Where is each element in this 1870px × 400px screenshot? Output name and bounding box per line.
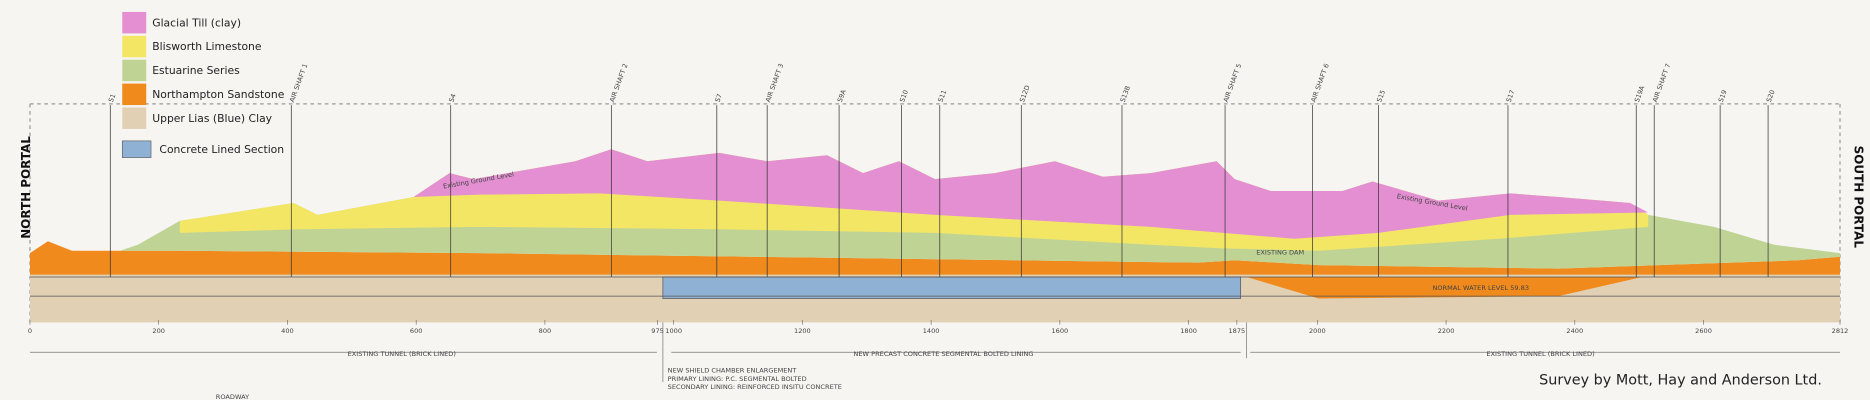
sandstone-wedge [1246,277,1643,299]
chainage-label: 1800 [1180,327,1197,335]
shaft-label: S4 [447,93,457,104]
shaft-label: S7 [714,93,724,104]
legend-label: Glacial Till (clay) [152,16,241,29]
legend-swatch [122,59,147,82]
shaft-label: S10 [898,89,910,103]
legend-swatch [122,107,147,129]
north-portal: NORTH PORTAL [19,136,33,239]
chainage-label: 1000 [665,327,682,335]
sandstone-layer [29,241,1841,275]
chainage-label: 200 [152,327,165,335]
chainage-label: 1600 [1051,327,1068,335]
chainage-label: 800 [539,327,552,335]
shaft-label: S1 [107,93,117,104]
shaft-label: S19 [1717,89,1729,103]
chainage-label: 2000 [1309,327,1326,335]
section-dimension [29,322,1841,383]
chainage-label: 600 [410,327,423,335]
water-label: NORMAL WATER LEVEL 59.83 [1432,284,1529,292]
chainage-label: 1875 [1229,327,1246,335]
shaft-label: S17 [1505,89,1517,103]
chainage-label: 1400 [923,327,940,335]
dam-label: EXISTING DAM [1256,248,1304,256]
legend-swatch [122,83,147,106]
note: PRIMARY LINING: P.C. SEGMENTAL BOLTED [668,375,807,383]
section-label: EXISTING TUNNEL (BRICK LINED) [1486,350,1594,358]
concrete-swatch [121,140,152,158]
note: ROADWAY [216,393,250,400]
chainage-label: 0 [28,327,32,335]
chainage-label: 2812 [1832,327,1849,335]
shaft-label: S20 [1765,89,1777,103]
shaft-label: S15 [1375,89,1387,103]
chainage-label: 400 [281,327,294,335]
tunnel-lines [29,276,1841,297]
legend-label: Blisworth Limestone [152,40,262,53]
legend-label: Upper Lias (Blue) Clay [152,112,272,125]
till-layer [413,149,1649,239]
note: SECONDARY LINING: REINFORCED INSITU CONC… [668,383,842,391]
chainage-label: 2400 [1566,327,1583,335]
south-portal: SOUTH PORTAL [1851,146,1865,249]
section-label: EXISTING TUNNEL (BRICK LINED) [348,350,456,358]
legend-label: Estuarine Series [152,64,240,77]
chainage-label: 975 [651,327,664,335]
legend-label: Northampton Sandstone [152,88,284,101]
chainage-label: 2200 [1438,327,1455,335]
shaft-label: S11 [937,89,949,103]
chainage-label: 2600 [1695,327,1712,335]
note: NEW SHIELD CHAMBER ENLARGEMENT [668,367,798,375]
credit: Survey by Mott, Hay and Anderson Ltd. [1539,372,1822,388]
section-label: NEW PRECAST CONCRETE SEGMENTAL BOLTED LI… [853,350,1033,358]
legend-swatch [122,35,147,58]
legend-swatch [122,11,147,34]
chainage-label: 1200 [794,327,811,335]
concrete-label: Concrete Lined Section [159,143,284,156]
concrete-section [662,276,1242,299]
